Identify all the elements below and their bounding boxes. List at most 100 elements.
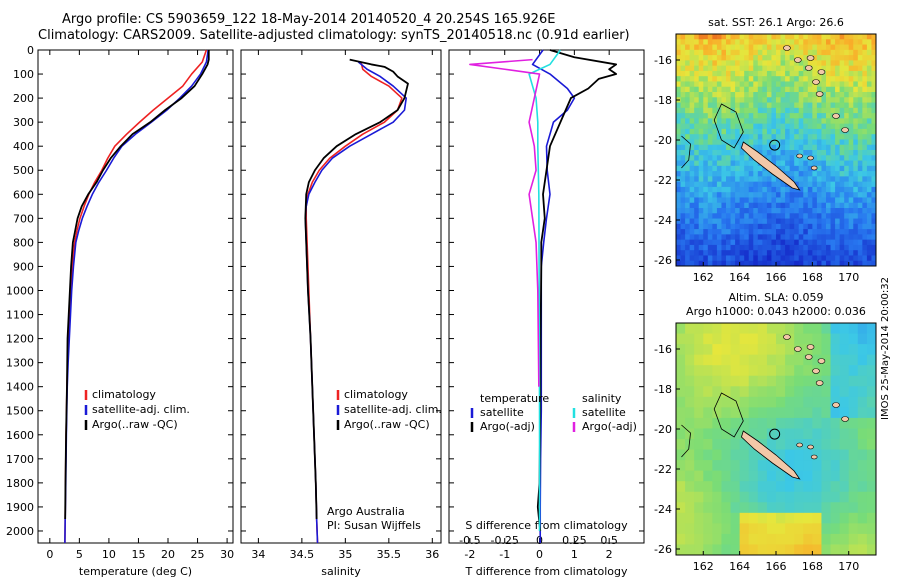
map-cell bbox=[707, 107, 713, 114]
map-cell bbox=[739, 197, 745, 204]
map-cell bbox=[830, 213, 836, 220]
map-cell bbox=[721, 165, 727, 172]
map-cell bbox=[866, 165, 872, 172]
map-cell bbox=[748, 65, 754, 72]
map-y-tick-label: -22 bbox=[654, 463, 672, 476]
map-cell bbox=[735, 150, 741, 156]
map-cell bbox=[685, 544, 695, 555]
map-cell bbox=[807, 223, 813, 230]
map-cell bbox=[835, 102, 841, 109]
map-cell bbox=[689, 255, 695, 262]
map-cell bbox=[739, 502, 750, 514]
map-cell bbox=[698, 192, 704, 198]
map-cell bbox=[794, 239, 800, 246]
map-cell bbox=[757, 86, 763, 93]
map-cell bbox=[694, 544, 704, 555]
map-cell bbox=[730, 523, 741, 535]
map-cell bbox=[735, 165, 741, 172]
map-cell bbox=[739, 208, 745, 214]
map-cell bbox=[848, 139, 854, 146]
map-cell bbox=[757, 523, 768, 535]
map-cell bbox=[848, 44, 854, 51]
map-cell bbox=[766, 181, 772, 188]
map-cell bbox=[689, 239, 695, 246]
map-cell bbox=[776, 333, 786, 345]
island-loyalty bbox=[807, 155, 814, 161]
map-cell bbox=[748, 86, 754, 93]
map-cell bbox=[680, 49, 686, 56]
map-cell bbox=[789, 260, 795, 266]
map-cell bbox=[807, 49, 813, 56]
map-cell bbox=[707, 260, 713, 266]
map-cell bbox=[853, 44, 859, 51]
x-axis-label: T difference from climatology bbox=[465, 565, 628, 578]
map-cell bbox=[776, 65, 782, 72]
map-cell bbox=[789, 60, 795, 67]
map-cell bbox=[726, 81, 732, 88]
map-cell bbox=[812, 128, 818, 135]
map-cell bbox=[857, 428, 868, 440]
map-cell bbox=[835, 260, 841, 266]
map-cell bbox=[848, 523, 859, 535]
map-cell bbox=[712, 97, 718, 104]
map-cell bbox=[821, 34, 827, 40]
map-cell bbox=[707, 76, 713, 82]
map-cell bbox=[712, 134, 718, 140]
map-cell bbox=[680, 250, 686, 256]
map-x-tick-label: 170 bbox=[838, 560, 859, 573]
map-cell bbox=[839, 386, 850, 398]
map-cell bbox=[712, 60, 718, 67]
map-cell bbox=[857, 34, 863, 40]
map-cell bbox=[766, 76, 772, 82]
map-cell bbox=[816, 128, 822, 135]
map-cell bbox=[794, 49, 800, 56]
map-cell bbox=[839, 213, 845, 220]
map-cell bbox=[757, 186, 763, 193]
map-cell bbox=[807, 123, 813, 130]
map-cell bbox=[739, 44, 745, 51]
map-cell bbox=[821, 171, 827, 177]
map-cell bbox=[698, 244, 704, 251]
map-cell bbox=[830, 150, 836, 156]
map-cell bbox=[776, 76, 782, 82]
map-cell bbox=[730, 255, 736, 262]
map-cell bbox=[812, 186, 818, 193]
map-cell bbox=[785, 55, 791, 61]
map-cell bbox=[712, 386, 722, 398]
map-cell bbox=[871, 181, 876, 188]
map-cell bbox=[716, 107, 722, 114]
map-cell bbox=[826, 229, 832, 235]
map-cell bbox=[757, 165, 763, 172]
map-cell bbox=[848, 365, 859, 377]
map-cell bbox=[853, 76, 859, 82]
map-cell bbox=[757, 113, 763, 119]
map-cell bbox=[676, 260, 682, 266]
map-cell bbox=[844, 134, 850, 140]
map-cell bbox=[776, 229, 782, 235]
map-cell bbox=[780, 260, 786, 266]
map-cell bbox=[762, 60, 768, 67]
map-cell bbox=[816, 250, 822, 256]
map-cell bbox=[712, 229, 718, 235]
map-cell bbox=[730, 491, 741, 503]
map-y-tick-label: -24 bbox=[654, 214, 672, 227]
map-cell bbox=[707, 197, 713, 204]
map-cell bbox=[762, 208, 768, 214]
map-cell bbox=[794, 60, 800, 67]
map-cell bbox=[680, 107, 686, 114]
map-cell bbox=[689, 223, 695, 230]
map-cell bbox=[712, 407, 722, 419]
map-cell bbox=[798, 150, 804, 156]
map-cell bbox=[712, 34, 718, 40]
map-cell bbox=[721, 202, 727, 209]
map-cell bbox=[716, 102, 722, 109]
map-cell bbox=[748, 92, 754, 98]
y-tick-label: 1000 bbox=[6, 284, 34, 297]
x2-tick-label: 0.5 bbox=[600, 534, 618, 547]
map-cell bbox=[735, 197, 741, 204]
map-cell bbox=[739, 118, 745, 125]
map-cell bbox=[694, 102, 700, 109]
map-cell bbox=[726, 92, 732, 98]
map-cell bbox=[685, 144, 691, 151]
map-cell bbox=[844, 144, 850, 151]
